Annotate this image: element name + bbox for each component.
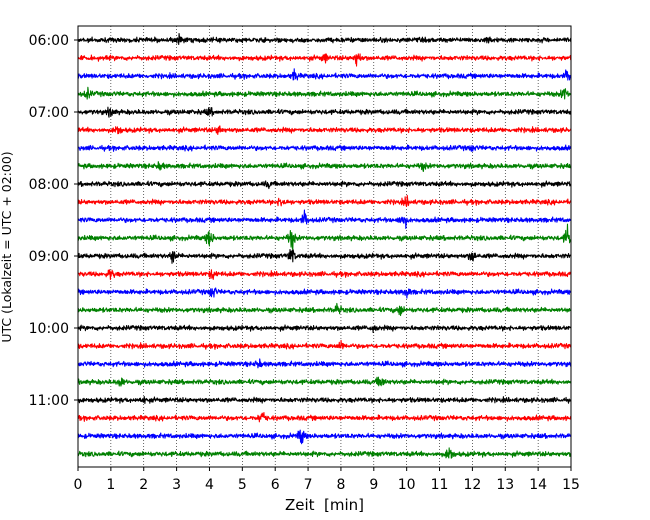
y-tick-label: 09:00 — [29, 249, 69, 265]
trace-1115 — [77, 412, 572, 423]
x-tick-label: 0 — [74, 477, 83, 493]
x-tick-label: 10 — [398, 477, 416, 493]
x-axis: 0 1 2 3 4 5 6 7 8 9 10 11 12 13 14 15 — [74, 467, 580, 493]
trace-0645 — [77, 86, 572, 100]
trace-1045 — [77, 376, 572, 387]
trace-0815 — [77, 194, 572, 208]
trace-1015 — [77, 339, 572, 350]
x-tick-label: 11 — [431, 477, 449, 493]
x-tick-label: 1 — [106, 477, 115, 493]
trace-0945 — [77, 302, 572, 317]
trace-0930 — [77, 287, 572, 299]
y-tick-label: 10:00 — [29, 321, 69, 337]
trace-1000 — [77, 324, 572, 334]
x-tick-label: 2 — [139, 477, 148, 493]
x-tick-label: 4 — [205, 477, 214, 493]
x-tick-label: 6 — [271, 477, 280, 493]
y-tick-label: 11:00 — [29, 393, 69, 409]
trace-0630 — [77, 68, 572, 81]
y-axis: 06:00 07:00 08:00 09:00 10:00 11:00 — [29, 33, 78, 409]
plot-frame — [77, 25, 572, 468]
x-tick-label: 8 — [336, 477, 345, 493]
y-tick-label: 06:00 — [29, 33, 69, 49]
x-tick-label: 15 — [562, 477, 580, 493]
x-axis-label: Zeit [min] — [285, 496, 364, 514]
trace-0600 — [77, 33, 572, 45]
trace-0845 — [77, 223, 572, 250]
x-tick-label: 13 — [496, 477, 514, 493]
y-tick-label: 07:00 — [29, 105, 69, 121]
trace-0745 — [77, 161, 572, 172]
x-tick-label: 5 — [238, 477, 247, 493]
trace-0700 — [77, 106, 572, 118]
trace-0730 — [77, 144, 572, 152]
trace-0615 — [77, 53, 572, 67]
x-tick-label: 3 — [172, 477, 181, 493]
trace-1145 — [77, 447, 572, 459]
x-tick-label: 12 — [463, 477, 481, 493]
trace-0800 — [77, 180, 572, 190]
trace-0915 — [77, 269, 572, 280]
trace-0830 — [77, 209, 572, 230]
trace-0715 — [77, 125, 572, 135]
y-axis-label: UTC (Lokalzeit = UTC + 02:00) — [0, 151, 14, 342]
trace-1030 — [77, 358, 572, 369]
trace-1100 — [77, 395, 572, 405]
y-tick-label: 08:00 — [29, 177, 69, 193]
trace-0900 — [77, 249, 572, 264]
trace-layer — [77, 33, 572, 459]
x-tick-label: 7 — [304, 477, 313, 493]
trace-1130 — [77, 429, 572, 445]
x-tick-label: 9 — [369, 477, 378, 493]
x-tick-label: 14 — [529, 477, 547, 493]
